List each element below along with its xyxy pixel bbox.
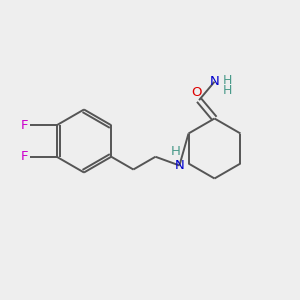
Text: N: N — [210, 75, 219, 88]
Text: O: O — [191, 85, 201, 99]
Text: F: F — [20, 119, 28, 132]
Text: F: F — [20, 150, 28, 163]
Text: H: H — [223, 74, 232, 87]
Text: H: H — [223, 84, 232, 97]
Text: N: N — [175, 159, 184, 172]
Text: H: H — [171, 145, 180, 158]
